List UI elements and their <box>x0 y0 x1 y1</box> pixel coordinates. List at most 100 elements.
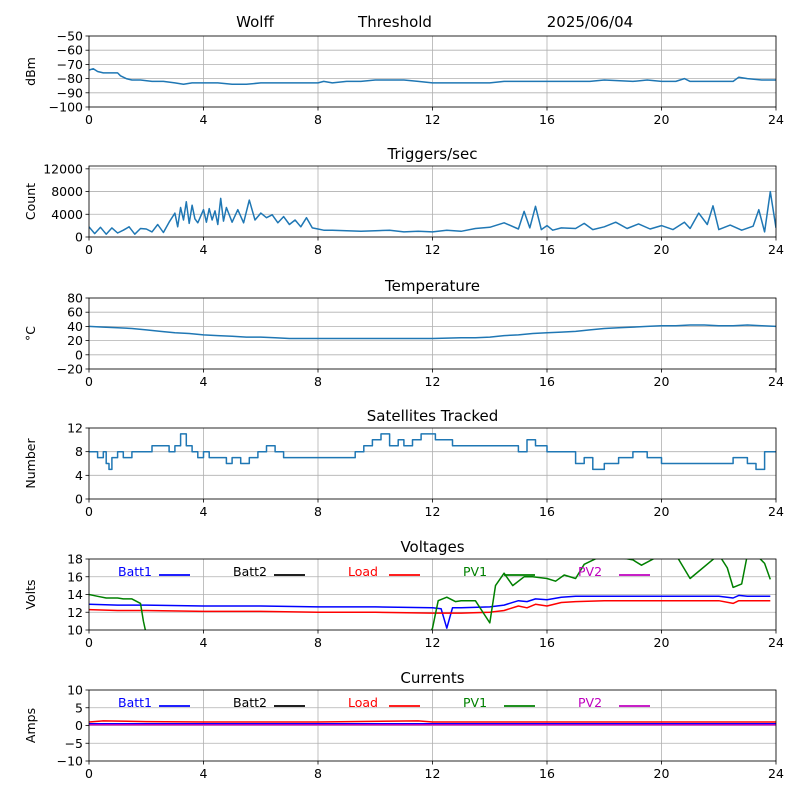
legend-label: PV2 <box>578 564 602 579</box>
series-line-load <box>89 599 771 614</box>
x-tick-label: 20 <box>654 504 670 519</box>
y-tick-label: 60 <box>67 305 83 320</box>
y-tick-label: 5 <box>75 700 83 715</box>
legend-label: Load <box>348 564 378 579</box>
y-tick-label: −100 <box>49 100 83 115</box>
y-tick-label: −50 <box>57 29 83 44</box>
x-tick-label: 4 <box>200 374 208 389</box>
y-tick-label: 0 <box>75 492 83 507</box>
x-tick-label: 16 <box>539 112 555 127</box>
x-tick-label: 20 <box>654 766 670 781</box>
x-tick-label: 8 <box>314 635 322 650</box>
y-tick-label: 12 <box>67 605 83 620</box>
y-axis-label: Amps <box>23 708 38 743</box>
legend-label: PV2 <box>578 695 602 710</box>
legend-label: Batt1 <box>118 564 152 579</box>
series-group <box>89 67 776 86</box>
x-tick-label: 12 <box>425 766 441 781</box>
x-tick-label: 4 <box>200 635 208 650</box>
y-tick-label: 0 <box>75 347 83 362</box>
series-line-batt1 <box>89 594 771 629</box>
legend-label: Load <box>348 695 378 710</box>
legend-label: Batt2 <box>233 695 267 710</box>
legend-label: PV1 <box>463 564 487 579</box>
x-tick-label: 4 <box>200 242 208 257</box>
series-group <box>89 720 776 726</box>
x-tick-label: 24 <box>768 242 784 257</box>
y-tick-label: 4 <box>75 468 83 483</box>
series-line-data <box>89 433 776 471</box>
header: Wolff Threshold 2025/06/04 <box>236 13 633 31</box>
chart-title: Satellites Tracked <box>367 407 498 425</box>
x-tick-label: 0 <box>85 112 93 127</box>
chart-triggers: 0 4 8 12 16 20 24 0 4000 8000 12000 Triggers/sec Cou… <box>23 145 784 257</box>
x-tick-label: 8 <box>314 374 322 389</box>
legend-label: Batt1 <box>118 695 152 710</box>
x-tick-label: 20 <box>654 635 670 650</box>
x-tick-label: 24 <box>768 112 784 127</box>
y-tick-label: 4000 <box>51 207 83 222</box>
y-tick-label: −60 <box>57 43 83 58</box>
x-tick-label: 12 <box>425 635 441 650</box>
y-tick-label: 20 <box>67 333 83 348</box>
x-tick-label: 0 <box>85 504 93 519</box>
y-tick-label: 12 <box>67 421 83 436</box>
header-date: 2025/06/04 <box>547 13 633 31</box>
series-line-data <box>89 190 776 235</box>
x-tick-label: 8 <box>314 504 322 519</box>
y-tick-label: 12000 <box>43 161 83 176</box>
x-tick-label: 0 <box>85 766 93 781</box>
x-tick-label: 16 <box>539 504 555 519</box>
x-tick-label: 0 <box>85 635 93 650</box>
x-tick-label: 16 <box>539 242 555 257</box>
y-tick-label: 10 <box>67 623 83 638</box>
x-tick-label: 0 <box>85 374 93 389</box>
series-group <box>89 433 776 471</box>
legend-label: Batt2 <box>233 564 267 579</box>
y-tick-label: −70 <box>57 57 83 72</box>
series-line-data <box>89 67 776 86</box>
series-line-load <box>89 720 776 723</box>
header-label: Threshold <box>357 13 432 31</box>
y-tick-label: −20 <box>57 362 83 377</box>
y-tick-label: 0 <box>75 718 83 733</box>
chart-title: Temperature <box>384 277 480 295</box>
y-tick-label: 18 <box>67 552 83 567</box>
x-tick-label: 8 <box>314 112 322 127</box>
x-tick-label: 20 <box>654 112 670 127</box>
y-tick-label: −80 <box>57 71 83 86</box>
series-group <box>89 324 776 340</box>
chart-title: Voltages <box>400 538 464 556</box>
y-tick-label: −5 <box>65 736 83 751</box>
x-tick-label: 4 <box>200 766 208 781</box>
y-tick-label: −90 <box>57 85 83 100</box>
legend: Batt1 Batt2 Load PV1 PV2 <box>118 564 650 579</box>
x-tick-label: 16 <box>539 374 555 389</box>
chart-title: Currents <box>400 669 464 687</box>
y-axis-label: Volts <box>23 579 38 609</box>
series-group <box>89 190 776 235</box>
x-tick-label: 12 <box>425 112 441 127</box>
x-tick-label: 12 <box>425 374 441 389</box>
y-axis-label: Number <box>23 438 38 489</box>
x-tick-label: 8 <box>314 766 322 781</box>
x-tick-label: 24 <box>768 635 784 650</box>
y-tick-label: 16 <box>67 569 83 584</box>
y-axis-label: °C <box>23 326 38 341</box>
x-tick-label: 24 <box>768 374 784 389</box>
x-tick-label: 4 <box>200 112 208 127</box>
chart-title: Triggers/sec <box>387 145 478 163</box>
chart-satellites: 0 4 8 12 16 20 24 0 4 8 12 Satellites Tracked Number <box>23 407 784 519</box>
y-tick-label: 0 <box>75 230 83 245</box>
y-tick-label: 10 <box>67 683 83 698</box>
x-tick-label: 12 <box>425 242 441 257</box>
y-tick-label: 80 <box>67 291 83 306</box>
legend: Batt1 Batt2 Load PV1 PV2 <box>118 695 650 710</box>
x-tick-label: 16 <box>539 766 555 781</box>
